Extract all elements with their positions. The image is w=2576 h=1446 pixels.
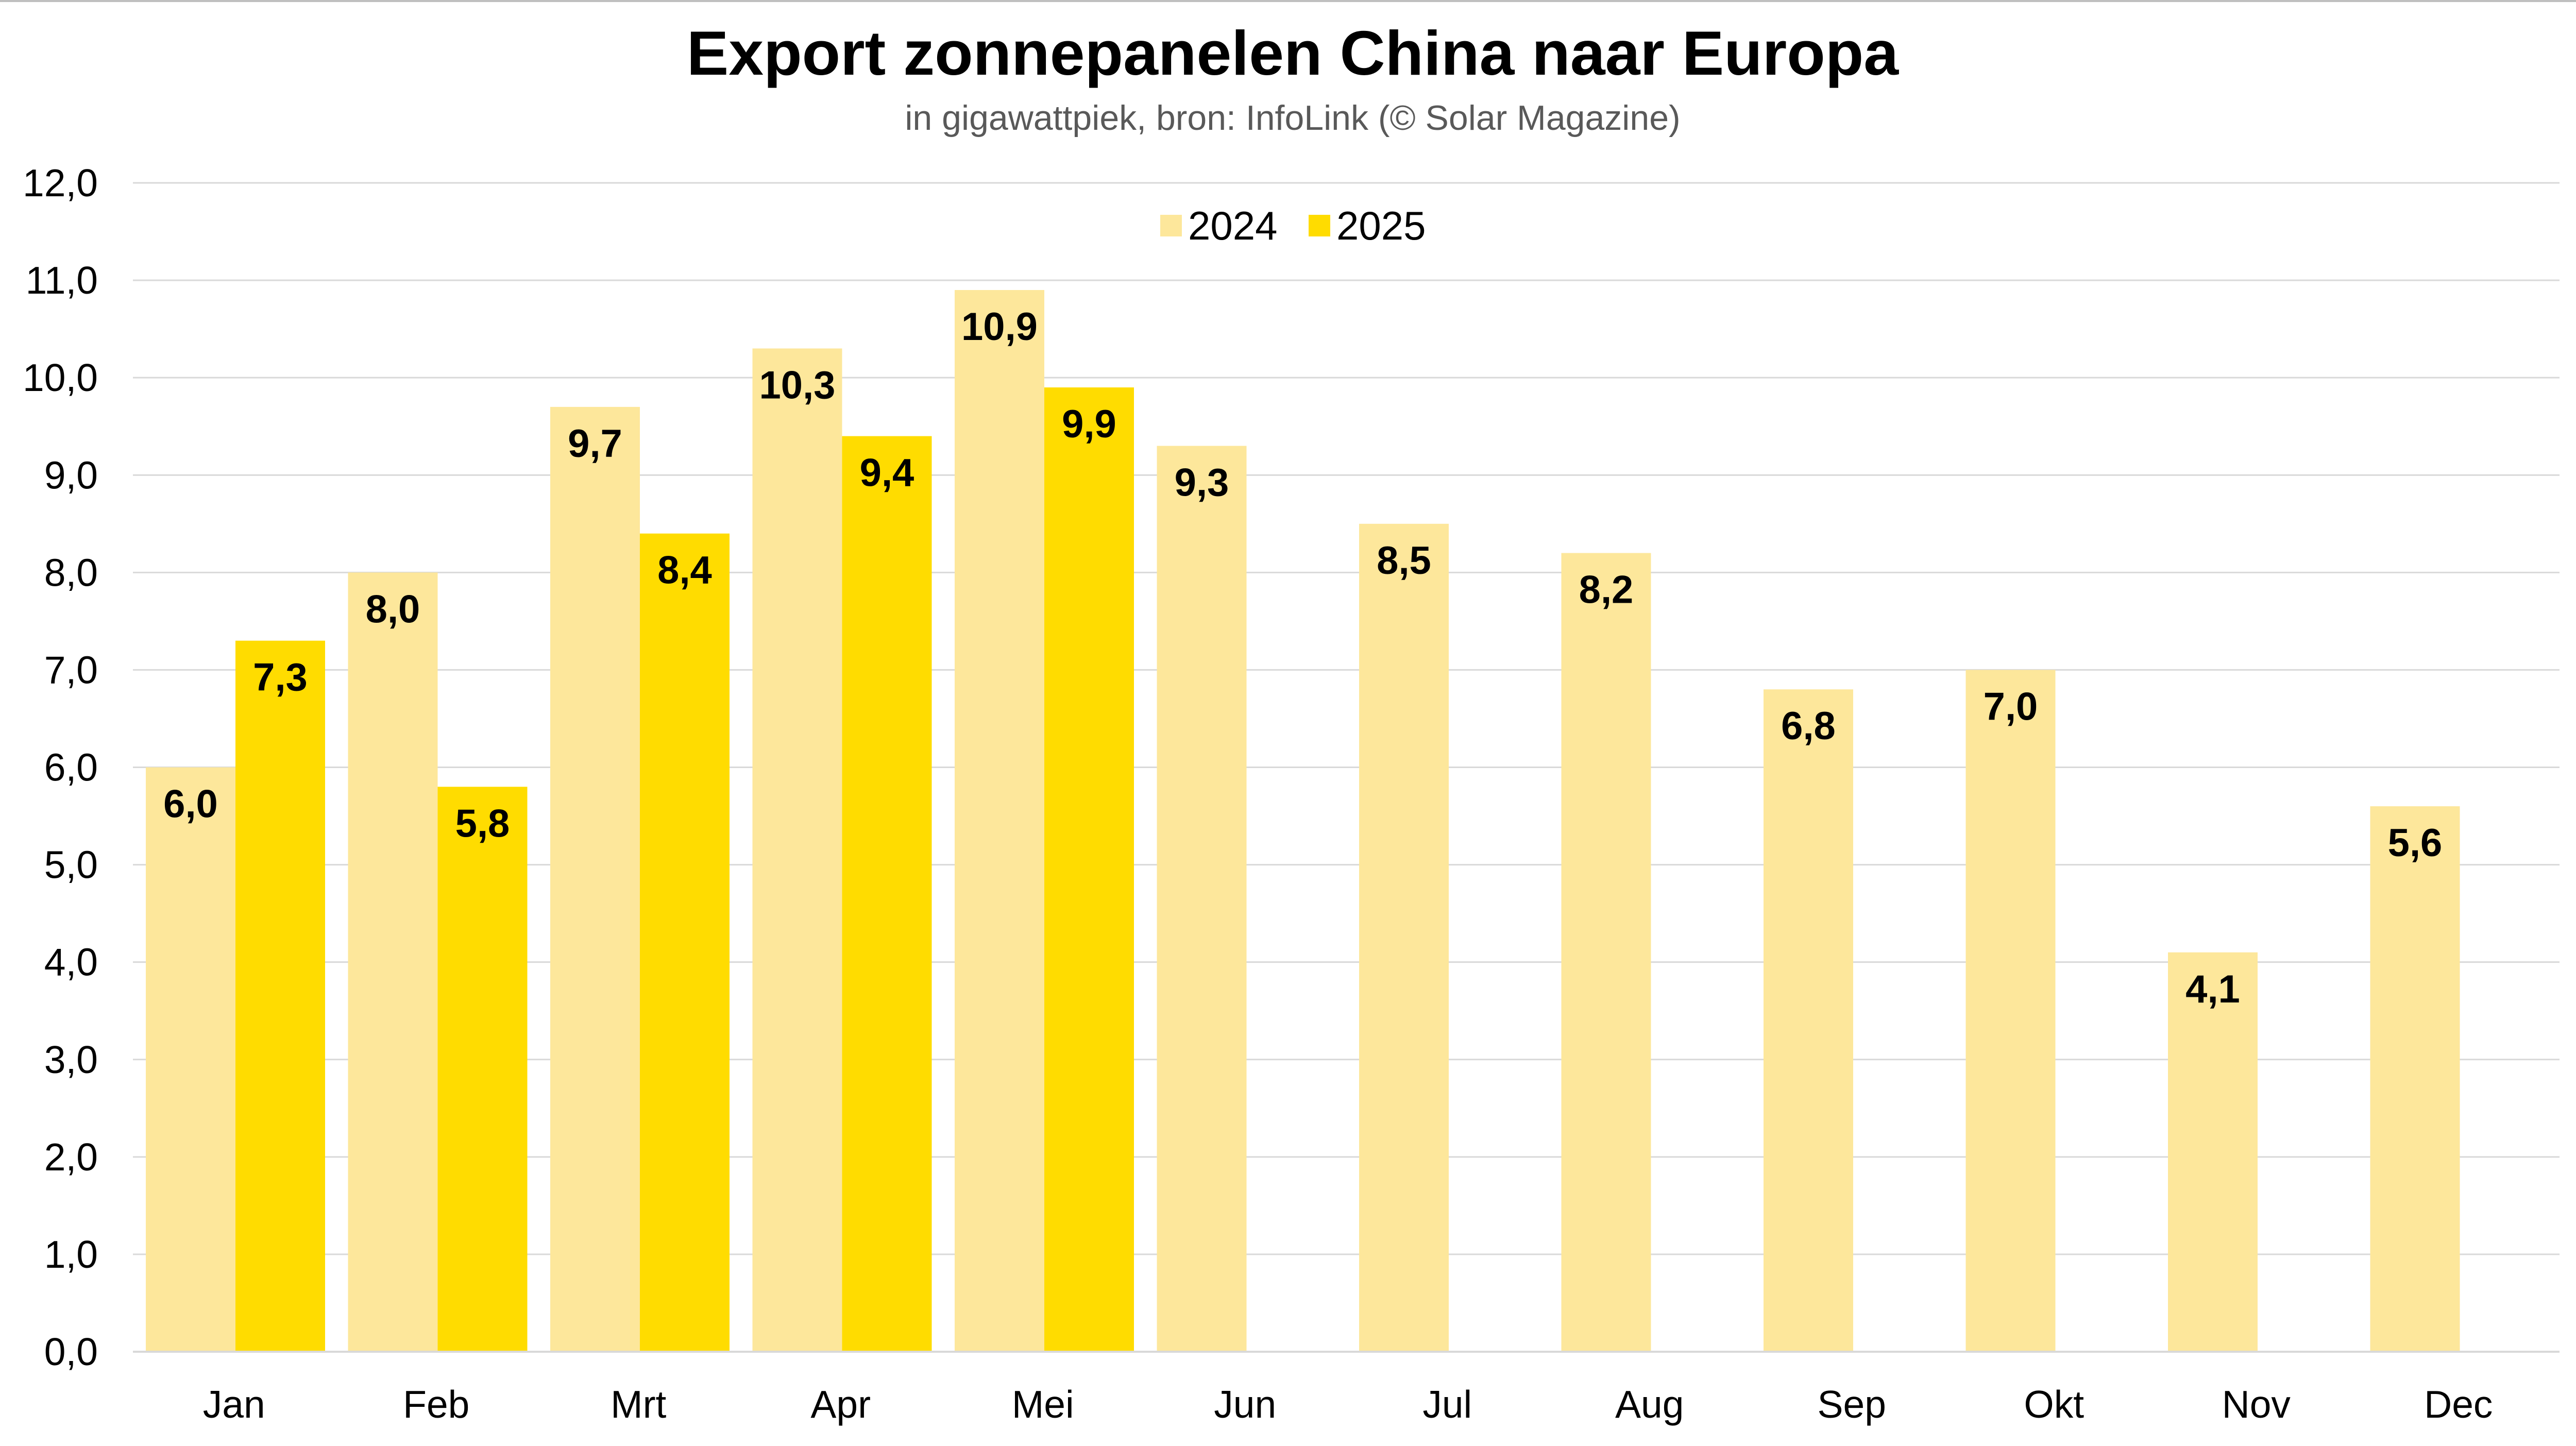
data-label-2024-Feb: 8,0 xyxy=(366,587,420,631)
data-label-2024-Mrt: 9,7 xyxy=(568,422,622,466)
x-tick-label-Sep: Sep xyxy=(1818,1383,1886,1426)
data-label-2024-Dec: 5,6 xyxy=(2388,821,2443,865)
bar-2024-Mrt xyxy=(550,406,640,1352)
data-label-2025-Apr: 9,4 xyxy=(860,451,914,495)
bars xyxy=(146,290,2460,1352)
bar-2025-Feb xyxy=(437,787,528,1352)
data-label-2025-Feb: 5,8 xyxy=(455,802,510,845)
bar-2025-Mrt xyxy=(640,533,730,1352)
bar-2024-Apr xyxy=(752,348,842,1352)
y-tick-label: 4,0 xyxy=(44,941,98,984)
legend: 2024 2025 xyxy=(1160,203,1426,248)
y-tick-label: 5,0 xyxy=(44,843,98,887)
x-tick-label-Jul: Jul xyxy=(1422,1383,1472,1426)
legend-label-2024: 2024 xyxy=(1188,203,1278,248)
legend-label-2025: 2025 xyxy=(1336,203,1426,248)
bar-2024-Jun xyxy=(1157,446,1247,1352)
data-label-2025-Mei: 9,9 xyxy=(1062,402,1116,446)
bar-2024-Sep xyxy=(1764,689,1853,1352)
bar-2024-Mei xyxy=(955,290,1044,1352)
x-tick-label-Aug: Aug xyxy=(1615,1383,1684,1426)
data-labels: 6,0 7,3 8,0 5,8 9,7 8,4 10,3 9,4 10,9 9,9 9,3 8,5 8,… xyxy=(163,305,2442,1011)
bar-2025-Mei xyxy=(1044,387,1134,1352)
chart-title: Export zonnepanelen China naar Europa xyxy=(687,18,1899,88)
x-axis-tick-labels: Jan Feb Mrt Apr Mei Jun Jul Aug Sep Okt Nov Dec xyxy=(203,1383,2493,1426)
data-label-2024-Okt: 7,0 xyxy=(1984,685,2038,728)
data-label-2024-Mei: 10,9 xyxy=(961,305,1038,349)
y-tick-label: 12,0 xyxy=(23,161,98,205)
y-tick-label: 11,0 xyxy=(26,259,98,302)
data-label-2024-Nov: 4,1 xyxy=(2185,967,2240,1011)
y-tick-label: 6,0 xyxy=(44,746,98,789)
legend-swatch-2024 xyxy=(1160,215,1182,236)
data-label-2024-Sep: 6,8 xyxy=(1781,704,1836,748)
y-tick-label: 10,0 xyxy=(23,356,98,399)
bar-2025-Jan xyxy=(235,640,325,1352)
data-label-2025-Mrt: 8,4 xyxy=(657,549,712,592)
data-label-2024-Jan: 6,0 xyxy=(163,782,218,826)
data-label-2024-Jul: 8,5 xyxy=(1377,539,1431,583)
bar-2024-Nov xyxy=(2168,952,2258,1352)
x-tick-label-Feb: Feb xyxy=(403,1383,469,1426)
y-tick-label: 9,0 xyxy=(44,453,98,497)
x-tick-label-Jan: Jan xyxy=(203,1383,265,1426)
x-tick-label-Mei: Mei xyxy=(1012,1383,1074,1426)
y-tick-label: 1,0 xyxy=(44,1233,98,1276)
y-tick-label: 2,0 xyxy=(44,1135,98,1179)
data-label-2024-Aug: 8,2 xyxy=(1579,568,1634,612)
x-tick-label-Apr: Apr xyxy=(810,1383,871,1426)
x-tick-label-Mrt: Mrt xyxy=(611,1383,666,1426)
x-tick-label-Jun: Jun xyxy=(1214,1383,1276,1426)
data-label-2024-Jun: 9,3 xyxy=(1175,461,1229,505)
legend-swatch-2025 xyxy=(1309,215,1330,236)
chart-subtitle: in gigawattpiek, bron: InfoLink (© Solar… xyxy=(905,98,1680,138)
gridlines xyxy=(133,182,2560,1255)
x-tick-label-Dec: Dec xyxy=(2424,1383,2493,1426)
bar-2024-Feb xyxy=(348,572,438,1352)
bar-2024-Dec xyxy=(2370,806,2460,1352)
bar-2024-Jan xyxy=(146,767,235,1352)
y-axis-tick-labels: 0,0 1,0 2,0 3,0 4,0 5,0 6,0 7,0 8,0 9,0 10,0 11,0 12… xyxy=(23,161,98,1373)
bar-2025-Apr xyxy=(842,436,932,1352)
bar-2024-Aug xyxy=(1561,553,1651,1352)
data-label-2024-Apr: 10,3 xyxy=(759,363,836,407)
y-tick-label: 7,0 xyxy=(44,648,98,691)
y-tick-label: 8,0 xyxy=(44,551,98,594)
bar-2024-Okt xyxy=(1965,670,2056,1352)
data-label-2025-Jan: 7,3 xyxy=(253,656,308,700)
bar-2024-Jul xyxy=(1359,523,1449,1352)
y-tick-label: 0,0 xyxy=(44,1330,98,1373)
x-tick-label-Nov: Nov xyxy=(2222,1383,2291,1426)
x-tick-label-Okt: Okt xyxy=(2024,1383,2084,1426)
y-tick-label: 3,0 xyxy=(44,1038,98,1081)
